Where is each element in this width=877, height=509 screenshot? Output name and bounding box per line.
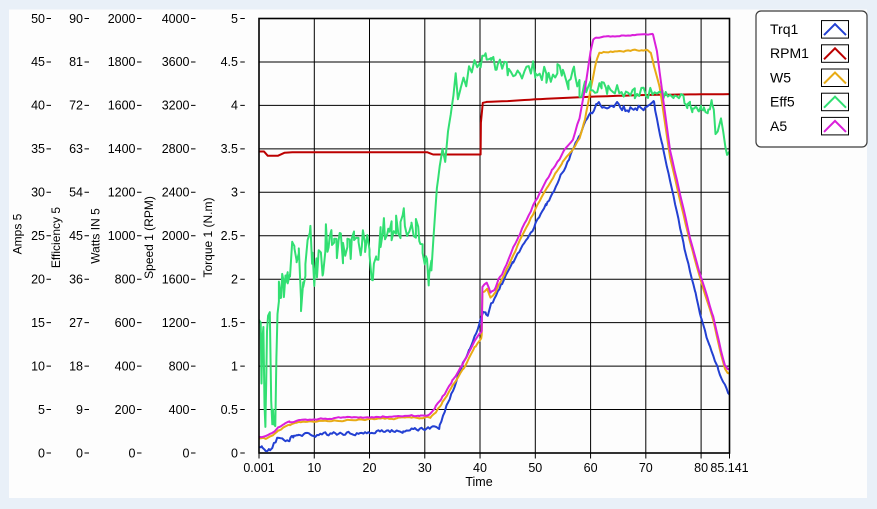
svg-text:54: 54 [69, 186, 83, 200]
svg-text:27: 27 [69, 316, 83, 330]
svg-text:Torque 1 (N.m): Torque 1 (N.m) [201, 197, 215, 277]
svg-text:30: 30 [418, 461, 432, 475]
svg-text:3200: 3200 [162, 99, 190, 113]
svg-text:5: 5 [38, 403, 45, 417]
svg-text:RPM1: RPM1 [770, 45, 809, 61]
svg-text:25: 25 [31, 229, 45, 243]
svg-text:400: 400 [115, 359, 136, 373]
svg-text:9: 9 [76, 403, 83, 417]
svg-text:1600: 1600 [108, 99, 136, 113]
svg-text:70: 70 [639, 461, 653, 475]
svg-text:10: 10 [31, 359, 45, 373]
svg-text:Efficiency 5: Efficiency 5 [49, 207, 63, 268]
svg-text:80: 80 [694, 461, 708, 475]
svg-text:20: 20 [31, 273, 45, 287]
svg-text:Watts IN 5: Watts IN 5 [89, 208, 103, 264]
svg-text:1200: 1200 [108, 186, 136, 200]
svg-text:18: 18 [69, 359, 83, 373]
svg-text:45: 45 [69, 229, 83, 243]
svg-text:50: 50 [31, 12, 45, 26]
svg-text:0: 0 [129, 446, 136, 460]
svg-text:3600: 3600 [162, 55, 190, 69]
svg-text:2.5: 2.5 [221, 229, 238, 243]
svg-text:Speed 1 (RPM): Speed 1 (RPM) [142, 196, 156, 279]
svg-text:40: 40 [31, 99, 45, 113]
svg-text:85.141: 85.141 [710, 461, 748, 475]
svg-text:30: 30 [31, 186, 45, 200]
svg-text:40: 40 [473, 461, 487, 475]
svg-text:4.5: 4.5 [221, 55, 238, 69]
svg-text:5: 5 [231, 12, 238, 26]
svg-text:Trq1: Trq1 [770, 21, 798, 37]
svg-text:63: 63 [69, 142, 83, 156]
svg-text:72: 72 [69, 99, 83, 113]
svg-text:0: 0 [38, 446, 45, 460]
svg-text:45: 45 [31, 55, 45, 69]
svg-text:2000: 2000 [162, 229, 190, 243]
svg-text:81: 81 [69, 55, 83, 69]
svg-text:800: 800 [169, 359, 190, 373]
svg-text:4: 4 [231, 99, 238, 113]
svg-text:Amps 5: Amps 5 [11, 213, 25, 254]
svg-text:3: 3 [231, 186, 238, 200]
svg-text:2400: 2400 [162, 186, 190, 200]
svg-text:35: 35 [31, 142, 45, 156]
svg-text:Eff5: Eff5 [770, 94, 795, 110]
svg-text:36: 36 [69, 273, 83, 287]
svg-text:A5: A5 [770, 118, 787, 134]
svg-text:2800: 2800 [162, 142, 190, 156]
svg-text:0: 0 [231, 446, 238, 460]
svg-text:1800: 1800 [108, 55, 136, 69]
svg-text:600: 600 [115, 316, 136, 330]
svg-text:0.5: 0.5 [221, 403, 238, 417]
svg-text:1.5: 1.5 [221, 316, 238, 330]
svg-text:800: 800 [115, 273, 136, 287]
svg-text:50: 50 [528, 461, 542, 475]
svg-text:Time: Time [465, 475, 492, 489]
svg-text:0.001: 0.001 [243, 461, 274, 475]
svg-text:200: 200 [115, 403, 136, 417]
svg-text:15: 15 [31, 316, 45, 330]
svg-text:20: 20 [363, 461, 377, 475]
svg-text:1000: 1000 [108, 229, 136, 243]
svg-text:3.5: 3.5 [221, 142, 238, 156]
svg-text:0: 0 [183, 446, 190, 460]
svg-text:2: 2 [231, 273, 238, 287]
svg-text:1: 1 [231, 359, 238, 373]
svg-text:10: 10 [307, 461, 321, 475]
svg-text:4000: 4000 [162, 12, 190, 26]
svg-text:W5: W5 [770, 69, 791, 85]
svg-text:60: 60 [584, 461, 598, 475]
svg-text:90: 90 [69, 12, 83, 26]
svg-text:0: 0 [76, 446, 83, 460]
svg-text:1400: 1400 [108, 142, 136, 156]
svg-text:2000: 2000 [108, 12, 136, 26]
svg-text:400: 400 [169, 403, 190, 417]
svg-text:1600: 1600 [162, 273, 190, 287]
svg-text:1200: 1200 [162, 316, 190, 330]
